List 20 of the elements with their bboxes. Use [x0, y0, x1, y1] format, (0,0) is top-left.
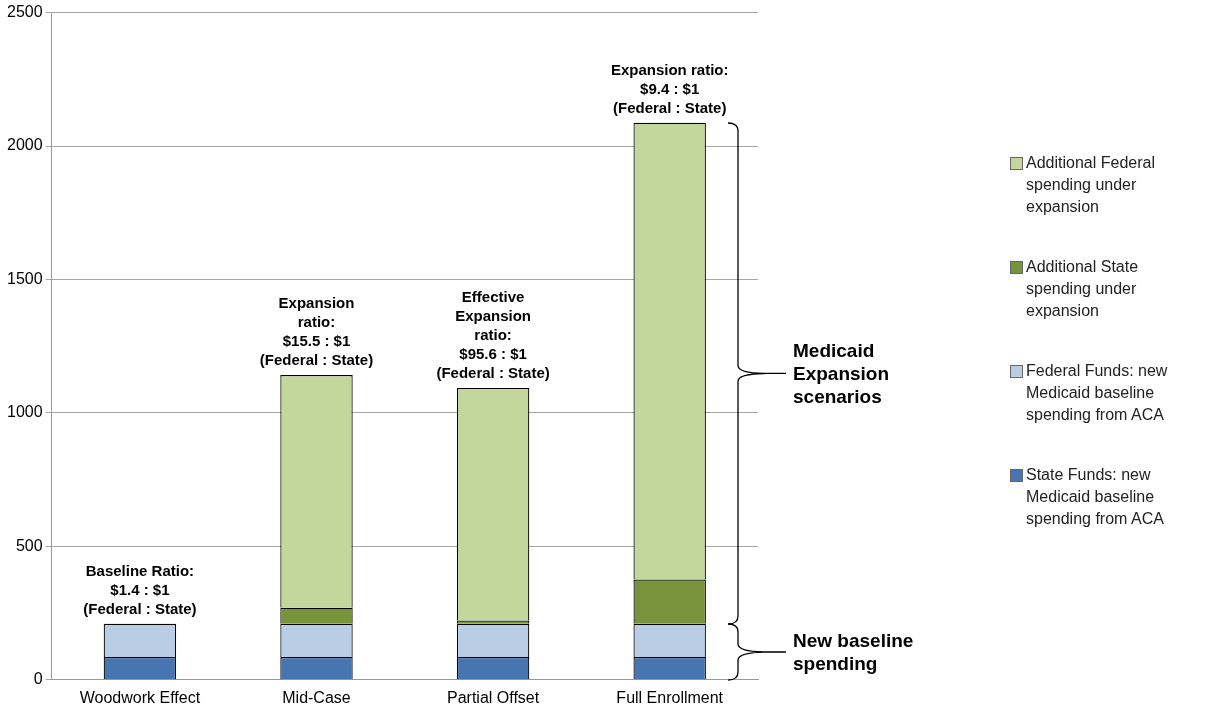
y-tick-label: 500 [15, 536, 43, 554]
legend-label: Federal Funds: new Medicaid baseline spending from ACA [1026, 361, 1169, 425]
legend-label: Additional State spending under expansion [1026, 257, 1140, 321]
y-tick-label: 0 [33, 670, 43, 688]
x-tick-label: Partial Offset [447, 688, 540, 706]
y-tick-label: 2500 [7, 3, 43, 21]
annotation: Expansion ratio: $15.5 : $1 (Federal : State) [259, 294, 374, 369]
y-tick-label: 1500 [7, 269, 43, 287]
y-tick-label: 1000 [7, 403, 43, 421]
annotation: Baseline Ratio: $1.4 : $1 (Federal : State) [83, 561, 197, 617]
legend-label: State Funds: new Medicaid baseline spending from ACA [1026, 465, 1165, 529]
y-tick-label: 2000 [7, 136, 43, 154]
text: New baseline spending [793, 630, 914, 675]
x-tick-label: Full Enrollment [616, 688, 724, 706]
x-tick-label: Mid-Case [282, 688, 351, 706]
annotation: Expansion ratio: $9.4 : $1 (Federal : State) [610, 60, 729, 116]
text: Medicaid Expansion scenarios [793, 340, 890, 408]
legend-label: Additional Federal spending under expansion [1026, 153, 1156, 217]
x-tick-label: Woodwork Effect [79, 688, 201, 706]
annotation: Effective Expansion ratio: $95.6 : $1 (Federal : State) [436, 288, 550, 382]
